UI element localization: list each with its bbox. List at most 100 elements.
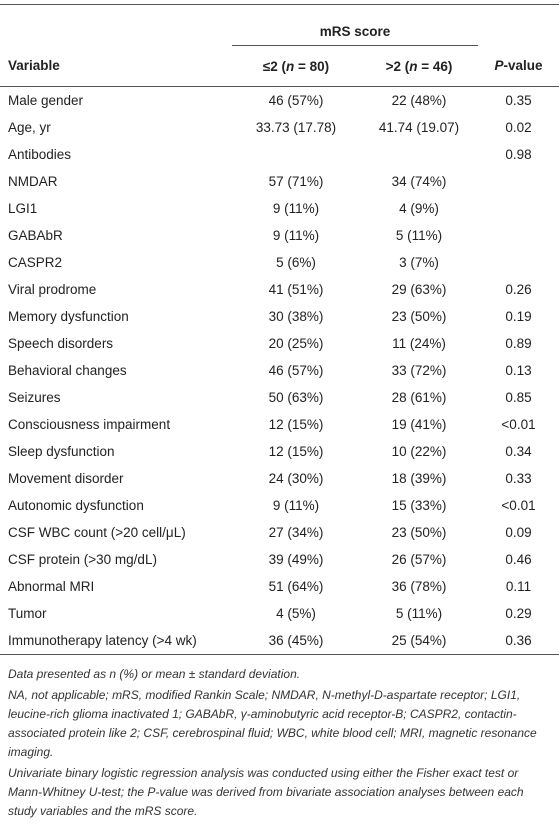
row-label: LGI1 (8, 201, 38, 216)
table-row: LGI1 9 (11%) 4 (9%) (0, 195, 559, 222)
cell: 0.02 (505, 120, 532, 135)
cell: 15 (33%) (391, 498, 447, 513)
cell: 0.36 (505, 633, 532, 648)
cell: 9 (11%) (272, 498, 320, 513)
cell: 34 (74%) (391, 174, 447, 189)
row-label: Age, yr (8, 120, 51, 135)
header-text: -value (503, 58, 543, 74)
cell: 0.19 (505, 309, 532, 324)
column-header: P-value (478, 45, 559, 87)
group-header: mRS score (232, 4, 479, 46)
row-label: NMDAR (8, 174, 58, 189)
row-label: Consciousness impairment (8, 417, 171, 432)
table-row: Abnormal MRI 51 (64%) 36 (78%) 0.11 (0, 573, 559, 600)
page: mRS score Variable ≤2 (n = 80) >2 (n = 4… (0, 4, 559, 827)
row-label: GABAbR (8, 228, 63, 243)
table-row: Behavioral changes 46 (57%) 33 (72%) 0.13 (0, 357, 559, 384)
row-label: Male gender (8, 93, 84, 108)
row-label: CSF WBC count (>20 cell/μL) (8, 525, 186, 540)
row-label: Abnormal MRI (8, 579, 95, 594)
table-row: Movement disorder 24 (30%) 18 (39%) 0.33 (0, 465, 559, 492)
cell (478, 195, 559, 222)
cell (360, 141, 478, 168)
data-table: mRS score Variable ≤2 (n = 80) >2 (n = 4… (0, 4, 559, 655)
cell: 46 (57%) (268, 93, 324, 108)
header-text: = 80) (294, 58, 330, 74)
table-row: Viral prodrome 41 (51%) 29 (63%) 0.26 (0, 276, 559, 303)
cell: 20 (25%) (268, 336, 324, 351)
cell: 0.13 (505, 363, 532, 378)
header-text: = 46) (417, 58, 453, 74)
cell: 0.35 (505, 93, 532, 108)
row-label: Seizures (8, 390, 61, 405)
cell: 36 (45%) (268, 633, 324, 648)
table-row: Sleep dysfunction 12 (15%) 10 (22%) 0.34 (0, 438, 559, 465)
cell: 50 (63%) (268, 390, 324, 405)
column-header: Variable (0, 45, 232, 87)
cell: 3 (7%) (399, 255, 439, 270)
table-row: Memory dysfunction 30 (38%) 23 (50%) 0.19 (0, 303, 559, 330)
row-label: Viral prodrome (8, 282, 97, 297)
cell: 41.74 (19.07) (378, 120, 460, 135)
header-text: ≤2 ( (262, 58, 286, 74)
cell: 36 (78%) (391, 579, 447, 594)
table-row: Age, yr 33.73 (17.78) 41.74 (19.07) 0.02 (0, 114, 559, 141)
header-text: P (494, 58, 504, 74)
footnote: Univariate binary logistic regression an… (8, 766, 524, 818)
cell: 12 (15%) (268, 417, 324, 432)
footnote: Data presented as n (%) or mean ± standa… (8, 667, 301, 681)
cell (478, 249, 559, 276)
table-row: Autonomic dysfunction 9 (11%) 15 (33%) <0.0… (0, 492, 559, 519)
cell: 0.33 (505, 471, 532, 486)
cell: 33.73 (17.78) (255, 120, 337, 135)
cell: 39 (49%) (268, 552, 324, 567)
cell: 23 (50%) (391, 525, 447, 540)
cell: 11 (24%) (392, 336, 446, 351)
table-row: NMDAR 57 (71%) 34 (74%) (0, 168, 559, 195)
cell: 57 (71%) (268, 174, 324, 189)
cell: 0.34 (505, 444, 532, 459)
header-text: n (286, 58, 295, 74)
cell: 33 (72%) (391, 363, 447, 378)
row-label: Memory dysfunction (8, 309, 129, 324)
cell: 5 (11%) (395, 606, 443, 621)
cell: <0.01 (501, 498, 536, 513)
header-text: >2 ( (385, 58, 410, 74)
cell: 0.29 (505, 606, 532, 621)
header-text: n (409, 58, 418, 74)
cell: 5 (6%) (276, 255, 316, 270)
column-header: ≤2 (n = 80) (232, 45, 360, 87)
footnote: NA, not applicable; mRS, modified Rankin… (8, 688, 537, 759)
row-label: CSF protein (>30 mg/dL) (8, 552, 157, 567)
cell: 41 (51%) (268, 282, 324, 297)
row-label: Immunotherapy latency (>4 wk) (8, 633, 197, 648)
table-row: Speech disorders 20 (25%) 11 (24%) 0.89 (0, 330, 559, 357)
cell: 12 (15%) (268, 444, 324, 459)
table-row: Male gender 46 (57%) 22 (48%) 0.35 (0, 87, 559, 115)
table-row: Seizures 50 (63%) 28 (61%) 0.85 (0, 384, 559, 411)
table-row: CSF WBC count (>20 cell/μL) 27 (34%) 23 (5… (0, 519, 559, 546)
row-label: CASPR2 (8, 255, 63, 270)
table-row: Tumor 4 (5%) 5 (11%) 0.29 (0, 600, 559, 627)
cell: 9 (11%) (272, 228, 320, 243)
table-row: GABAbR 9 (11%) 5 (11%) (0, 222, 559, 249)
cell: 0.46 (505, 552, 532, 567)
cell: 27 (34%) (268, 525, 324, 540)
cell: 22 (48%) (391, 93, 447, 108)
cell: 4 (5%) (276, 606, 316, 621)
column-header: >2 (n = 46) (360, 45, 479, 87)
table-row: Consciousness impairment 12 (15%) 19 (41%)… (0, 411, 559, 438)
cell: 0.26 (505, 282, 532, 297)
row-label: Autonomic dysfunction (8, 498, 144, 513)
cell: 18 (39%) (391, 471, 447, 486)
row-label: Sleep dysfunction (8, 444, 115, 459)
table-row: CASPR2 5 (6%) 3 (7%) (0, 249, 559, 276)
cell: 0.11 (505, 579, 532, 594)
row-label: Antibodies (8, 147, 72, 162)
cell: 30 (38%) (268, 309, 324, 324)
cell: 51 (64%) (268, 579, 324, 594)
cell: 28 (61%) (391, 390, 447, 405)
cell (478, 168, 559, 195)
row-label: Tumor (8, 606, 47, 621)
row-label: Behavioral changes (8, 363, 127, 378)
